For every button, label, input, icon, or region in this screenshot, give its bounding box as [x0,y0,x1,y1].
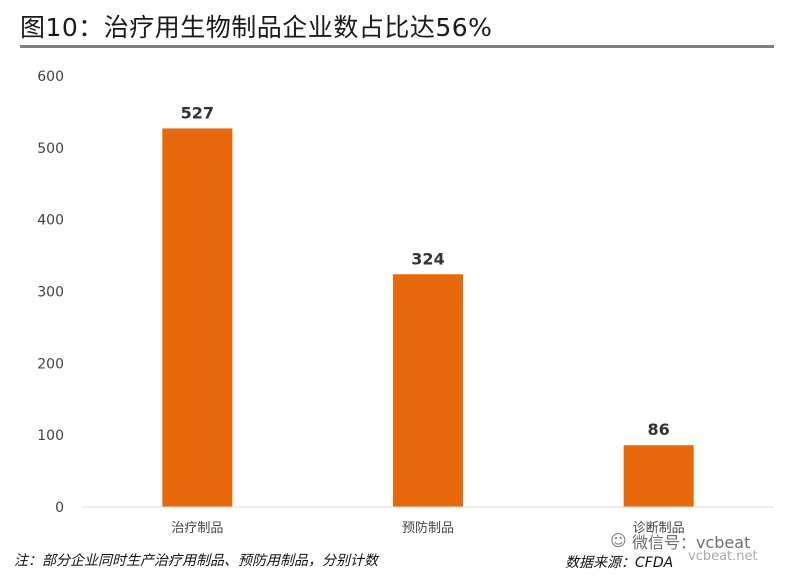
x-tick-label: 治疗制品 [171,521,223,536]
chart-title: 图10：治疗用生物制品企业数占比达56% [20,13,493,42]
y-tick-label: 600 [37,69,64,85]
bar [162,128,233,507]
data-label: 324 [411,249,444,268]
data-label: 527 [181,103,214,122]
y-tick-label: 200 [37,356,64,372]
watermark: ☺ 微信号：vcbeat vcbeat.net [608,529,778,569]
x-tick-label: 诊断制品 [633,521,685,536]
footnote: 注：部分企业同时生产治疗用制品、预防用制品，分别计数 [14,553,378,569]
data-source: 数据来源：CFDA [565,555,674,571]
wechat-icon: ☺ [610,531,627,550]
data-label: 86 [648,420,670,439]
y-tick-label: 100 [37,428,64,444]
y-tick-label: 300 [37,285,64,301]
watermark-line-2: vcbeat.net [688,549,758,564]
y-tick-label: 0 [55,500,64,516]
y-tick-label: 500 [37,141,64,157]
bar [623,445,694,507]
bar [393,274,463,507]
title-divider [20,45,774,48]
watermark-line-1: 微信号：vcbeat [632,533,751,552]
y-tick-label: 400 [37,213,64,229]
x-tick-label: 预防制品 [402,520,454,536]
